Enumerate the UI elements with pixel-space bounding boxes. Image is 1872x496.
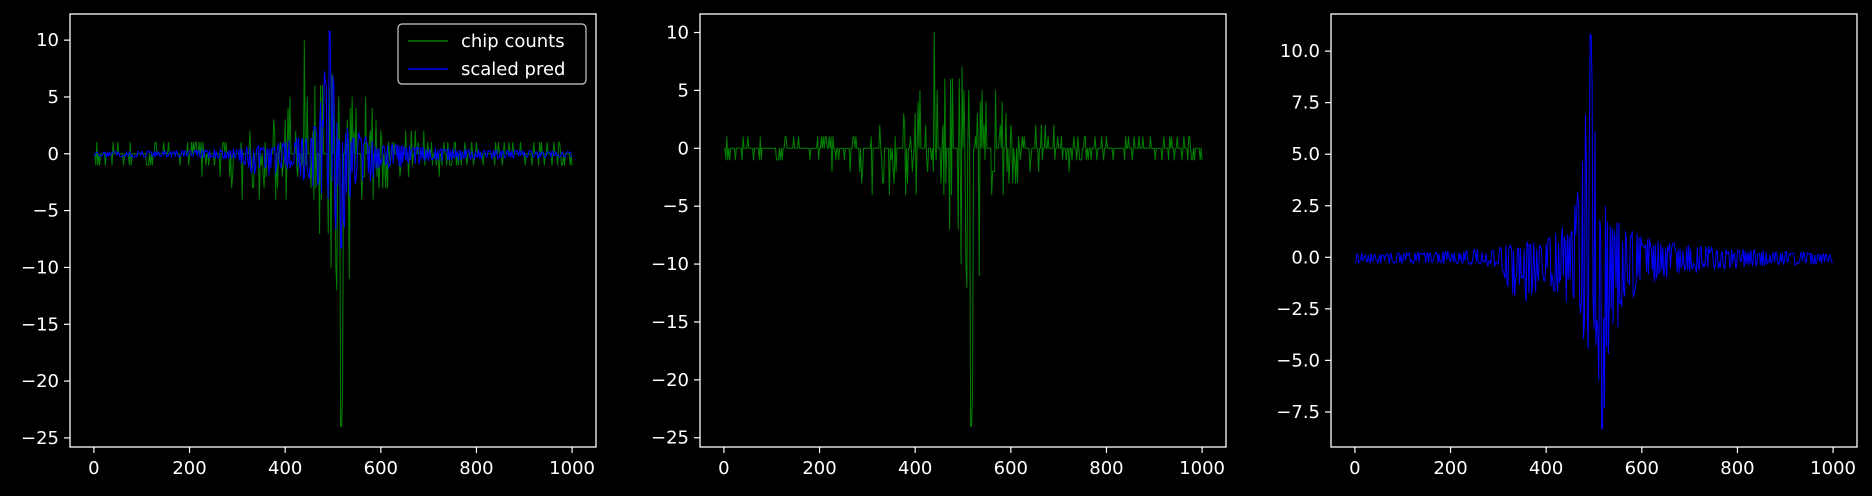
y-tick-label: 10 bbox=[666, 23, 689, 44]
y-tick-label: −20 bbox=[21, 371, 59, 392]
x-tick-label: 200 bbox=[1433, 458, 1467, 479]
y-tick-label: 5 bbox=[678, 80, 689, 101]
y-tick-label: 0.0 bbox=[1291, 247, 1320, 268]
x-tick-label: 400 bbox=[1529, 458, 1563, 479]
x-tick-label: 0 bbox=[1349, 458, 1360, 479]
x-tick-label: 600 bbox=[994, 458, 1028, 479]
axes-frame bbox=[1330, 13, 1858, 448]
axes-frame bbox=[699, 13, 1227, 448]
x-tick-label: 400 bbox=[268, 458, 302, 479]
y-tick-label: −5.0 bbox=[1276, 350, 1320, 371]
y-tick-label: −25 bbox=[651, 428, 689, 449]
y-tick-label: −15 bbox=[21, 314, 59, 335]
x-tick-label: 800 bbox=[459, 458, 493, 479]
y-tick-label: −20 bbox=[651, 370, 689, 391]
y-tick-label: 10 bbox=[36, 30, 59, 51]
y-tick-label: 0 bbox=[48, 144, 59, 165]
series-line-chip bbox=[93, 39, 573, 428]
y-tick-label: −7.5 bbox=[1276, 402, 1320, 423]
legend: chip counts scaled pred bbox=[397, 23, 587, 85]
y-tick-label: 5.0 bbox=[1291, 144, 1320, 165]
y-tick-label: 5 bbox=[48, 87, 59, 108]
y-tick-label: −10 bbox=[21, 257, 59, 278]
series-line-chip bbox=[723, 32, 1203, 427]
y-tick-label: −5 bbox=[32, 201, 59, 222]
y-tick-label: 7.5 bbox=[1291, 93, 1320, 114]
x-tick-label: 800 bbox=[1720, 458, 1754, 479]
x-tick-label: 0 bbox=[88, 458, 99, 479]
x-tick-label: 200 bbox=[172, 458, 206, 479]
x-tick-label: 1000 bbox=[1179, 458, 1225, 479]
x-tick-label: 800 bbox=[1089, 458, 1123, 479]
panel-middle: 0 200 400 600 800 1000 −25 −20 −15 −10 −5 0 5 10 bbox=[651, 13, 1227, 479]
x-tick-label: 600 bbox=[1625, 458, 1659, 479]
y-tick-label: −25 bbox=[21, 428, 59, 449]
x-tick-label: 1000 bbox=[549, 458, 595, 479]
x-tick-label: 1000 bbox=[1810, 458, 1856, 479]
y-tick-label: −5 bbox=[662, 196, 689, 217]
x-tick-label: 600 bbox=[364, 458, 398, 479]
y-tick-label: −10 bbox=[651, 254, 689, 275]
y-tick-label: 0 bbox=[678, 138, 689, 159]
y-tick-label: 10.0 bbox=[1280, 41, 1320, 62]
panel-right: 0 200 400 600 800 1000 −7.5 −5.0 −2.5 0.0 2.5 5.0 7.… bbox=[1276, 13, 1858, 479]
series-line-pred bbox=[93, 30, 573, 249]
axes-frame bbox=[69, 13, 597, 448]
series-line-pred bbox=[1354, 34, 1834, 429]
x-tick-label: 0 bbox=[718, 458, 729, 479]
y-tick-label: 2.5 bbox=[1291, 196, 1320, 217]
legend-label-chip: chip counts bbox=[461, 31, 565, 52]
y-tick-label: −15 bbox=[651, 312, 689, 333]
y-tick-label: −2.5 bbox=[1276, 299, 1320, 320]
panel-left: 0 200 400 600 800 1000 −25 −20 −15 −10 −5 0 5 10 bbox=[21, 13, 597, 479]
x-tick-label: 200 bbox=[802, 458, 836, 479]
legend-label-pred: scaled pred bbox=[461, 59, 565, 80]
x-tick-label: 400 bbox=[898, 458, 932, 479]
